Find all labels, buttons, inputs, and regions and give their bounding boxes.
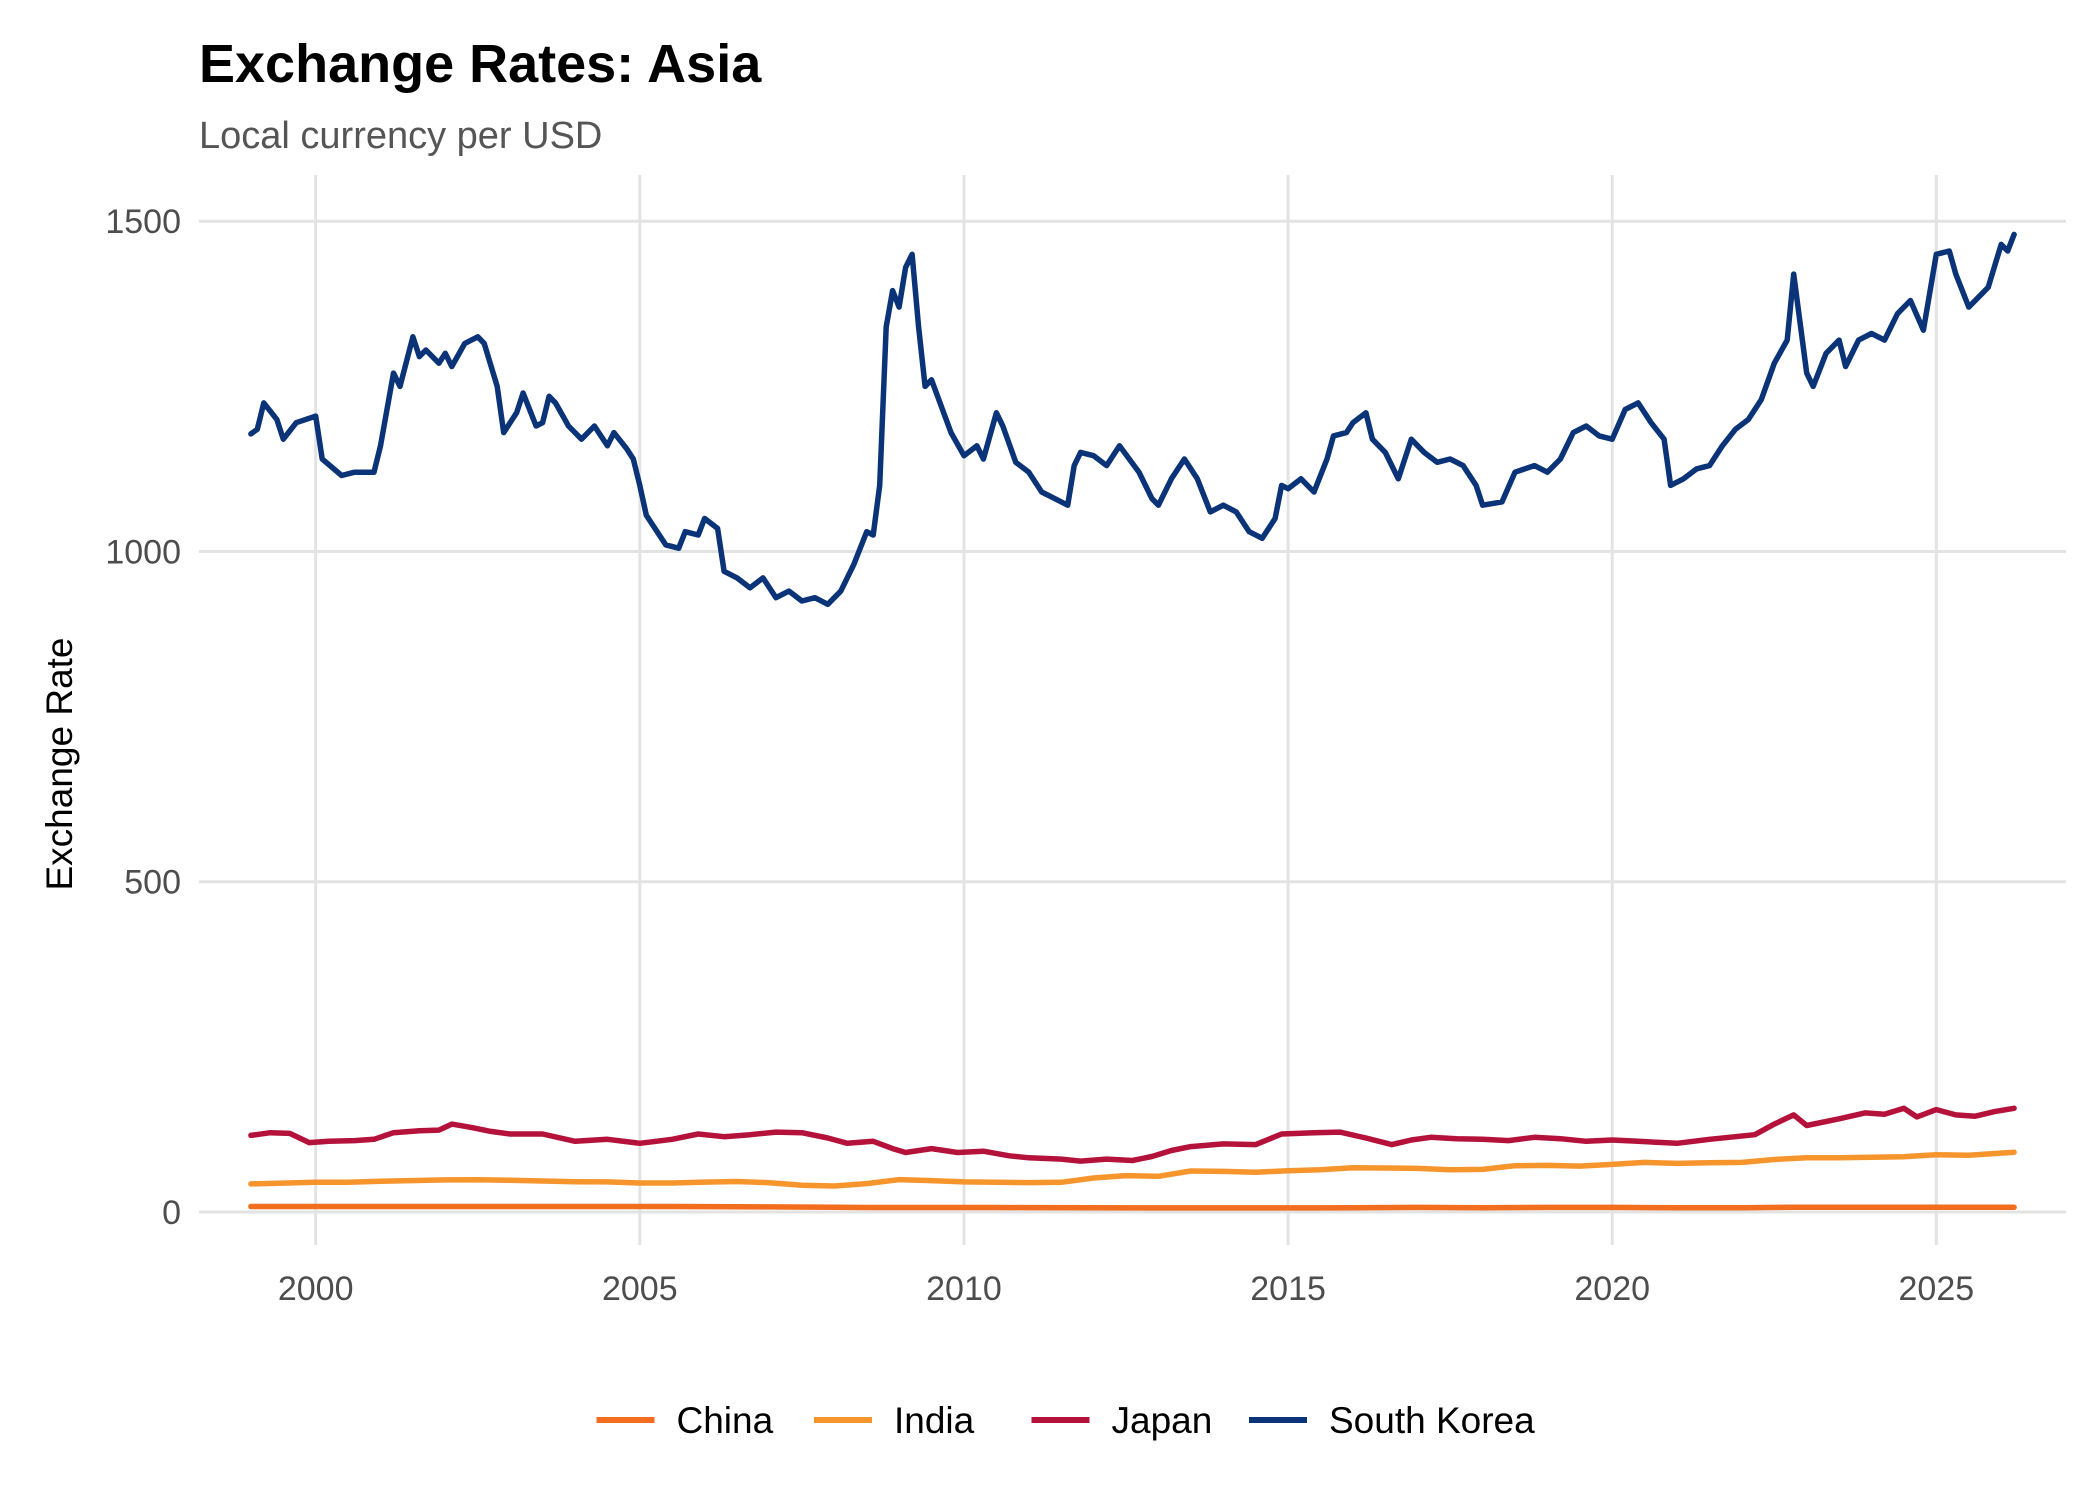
legend-label: India (894, 1400, 975, 1441)
x-tick-label: 2020 (1574, 1270, 1650, 1308)
chart-title: Exchange Rates: Asia (199, 34, 762, 94)
legend-label: China (677, 1400, 774, 1441)
x-tick-label: 2000 (278, 1270, 354, 1308)
y-tick-label: 1000 (105, 533, 181, 571)
x-tick-label: 2005 (602, 1270, 678, 1308)
series-line-japan (248, 1105, 2017, 1164)
y-tick-label: 1500 (105, 203, 181, 241)
chart-subtitle: Local currency per USD (199, 115, 602, 157)
y-axis-tick-labels: 0 500 1000 1500 (105, 203, 181, 1232)
series-line-south-korea (248, 231, 2017, 608)
legend-item-south-korea: South Korea (1249, 1400, 1535, 1441)
y-tick-label: 0 (162, 1194, 181, 1232)
gridlines (199, 175, 2066, 1245)
legend-item-china: China (596, 1400, 774, 1441)
x-tick-label: 2015 (1250, 1270, 1326, 1308)
y-axis-title: Exchange Rate (39, 637, 80, 890)
legend-item-india: India (814, 1400, 975, 1441)
legend: China India Japan South Korea (596, 1400, 1535, 1441)
series-line-china (248, 1203, 2017, 1211)
y-tick-label: 500 (124, 864, 181, 902)
series-line-india (248, 1149, 2017, 1189)
x-axis-tick-labels: 2000 2005 2010 2015 2020 2025 (278, 1270, 1974, 1308)
legend-label: South Korea (1329, 1400, 1535, 1441)
legend-label: Japan (1112, 1400, 1213, 1441)
x-tick-label: 2010 (926, 1270, 1002, 1308)
legend-item-japan: Japan (1031, 1400, 1213, 1441)
series-lines (248, 231, 2017, 1211)
x-tick-label: 2025 (1899, 1270, 1975, 1308)
